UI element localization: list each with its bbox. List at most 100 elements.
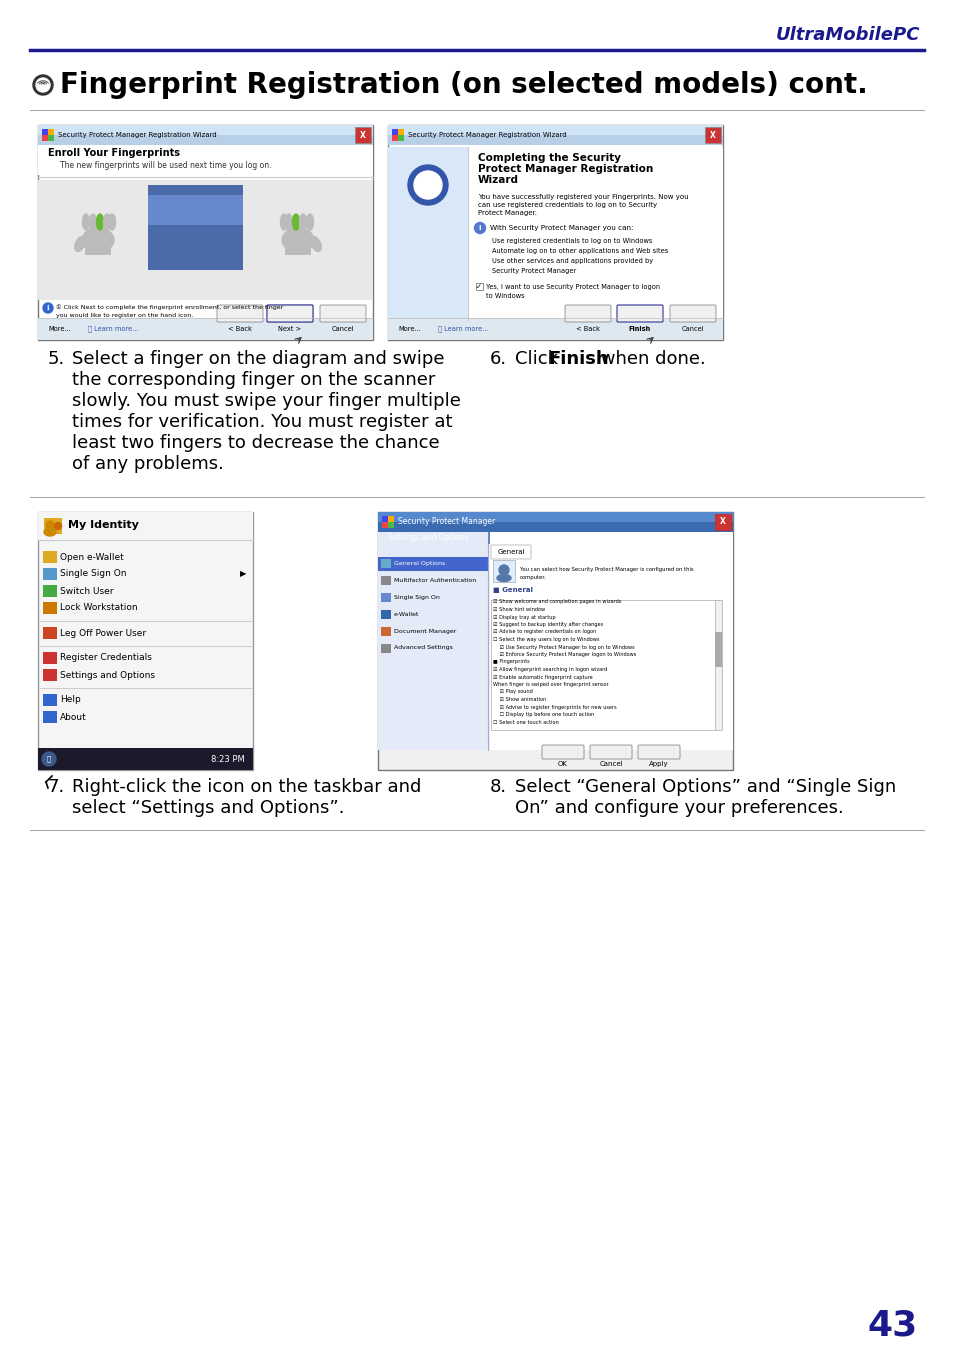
Bar: [493, 561, 515, 582]
Text: Fingerprint Registration (on selected models) cont.: Fingerprint Registration (on selected mo…: [60, 70, 867, 99]
Text: of any problems.: of any problems.: [71, 455, 224, 473]
Circle shape: [43, 303, 53, 313]
Text: ⓘ Learn more...: ⓘ Learn more...: [88, 326, 138, 332]
Text: More...: More...: [48, 326, 71, 332]
Bar: [380, 645, 391, 653]
Text: Protect Manager Registration: Protect Manager Registration: [477, 164, 653, 175]
Text: Finish: Finish: [628, 326, 651, 332]
Text: Security Protect Manager Registration Wizard: Security Protect Manager Registration Wi…: [408, 131, 566, 138]
Text: ☑ Suggest to backup identity after changes: ☑ Suggest to backup identity after chang…: [493, 621, 602, 627]
Text: Settings and Options: Settings and Options: [388, 533, 468, 543]
Text: My Identity: My Identity: [68, 520, 139, 529]
Bar: [377, 512, 732, 532]
Text: Single Sign On: Single Sign On: [394, 594, 439, 600]
Ellipse shape: [285, 214, 293, 230]
Text: times for verification. You must register at: times for verification. You must registe…: [71, 413, 452, 431]
Bar: [38, 180, 373, 301]
Text: Next >: Next >: [278, 326, 301, 332]
Text: ☐ Select the way users log on to Windows: ☐ Select the way users log on to Windows: [493, 636, 598, 642]
Text: Finish: Finish: [547, 349, 608, 368]
Bar: [470, 148, 722, 320]
Bar: [148, 185, 243, 269]
Text: Click: Click: [515, 349, 563, 368]
Bar: [38, 145, 373, 175]
Bar: [381, 523, 388, 528]
Bar: [43, 669, 57, 681]
Bar: [388, 516, 394, 523]
Text: ⓘ Learn more...: ⓘ Learn more...: [437, 326, 488, 332]
Circle shape: [33, 74, 53, 95]
Text: Single Sign On: Single Sign On: [60, 570, 127, 578]
Text: ■ General: ■ General: [493, 588, 533, 593]
Text: slowly. You must swipe your finger multiple: slowly. You must swipe your finger multi…: [71, 393, 460, 410]
Bar: [38, 512, 253, 770]
Text: X: X: [709, 130, 715, 139]
Text: You have successfully registered your Fingerprints. Now you: You have successfully registered your Fi…: [477, 194, 688, 200]
FancyBboxPatch shape: [216, 305, 263, 322]
Text: Select “General Options” and “Single Sign: Select “General Options” and “Single Sig…: [515, 779, 895, 796]
Text: < Back: < Back: [576, 326, 599, 332]
Text: ☑ Advise to register credentials on logon: ☑ Advise to register credentials on logo…: [493, 630, 596, 635]
Circle shape: [474, 222, 485, 233]
Bar: [38, 512, 253, 540]
Text: Protect Manager.: Protect Manager.: [477, 210, 537, 217]
Bar: [38, 125, 373, 340]
Text: Cancel: Cancel: [681, 326, 703, 332]
Bar: [388, 148, 468, 320]
Bar: [43, 585, 57, 597]
Text: On” and configure your preferences.: On” and configure your preferences.: [515, 799, 842, 816]
Bar: [380, 627, 391, 636]
Text: Switch User: Switch User: [60, 586, 113, 596]
Bar: [43, 711, 57, 723]
Text: General Options: General Options: [575, 533, 637, 543]
Bar: [48, 129, 54, 135]
Text: ☑ Display tray at startup: ☑ Display tray at startup: [493, 615, 555, 620]
Text: 5.: 5.: [48, 349, 65, 368]
FancyBboxPatch shape: [564, 305, 610, 322]
Ellipse shape: [96, 214, 103, 230]
Text: ☑ Show welcome and completion pages in wizards: ☑ Show welcome and completion pages in w…: [493, 600, 620, 604]
Text: Document Manager: Document Manager: [394, 628, 456, 634]
Text: 8.: 8.: [490, 779, 507, 796]
Bar: [388, 125, 722, 135]
Text: ☑ Advise to register fingerprints for new users: ☑ Advise to register fingerprints for ne…: [493, 704, 616, 709]
Bar: [392, 135, 397, 141]
Bar: [388, 125, 722, 340]
Text: You can select how Security Protect Manager is configured on this: You can select how Security Protect Mana…: [519, 567, 693, 573]
Text: ① Click Next to complete the fingerprint enrollment, or select the finger: ① Click Next to complete the fingerprint…: [56, 305, 283, 310]
Text: ☑ Play sound: ☑ Play sound: [493, 689, 532, 695]
Bar: [377, 512, 732, 523]
Ellipse shape: [311, 237, 321, 252]
Text: With Security Protect Manager you can:: With Security Protect Manager you can:: [490, 225, 633, 232]
Bar: [42, 129, 48, 135]
Ellipse shape: [109, 214, 115, 230]
Ellipse shape: [280, 214, 287, 230]
FancyBboxPatch shape: [319, 305, 366, 322]
Text: ☑ Show hint window: ☑ Show hint window: [493, 607, 544, 612]
Circle shape: [42, 751, 56, 766]
FancyBboxPatch shape: [638, 745, 679, 760]
Text: ℹ: ℹ: [47, 305, 50, 311]
Text: Leg Off Power User: Leg Off Power User: [60, 628, 146, 638]
Circle shape: [46, 521, 54, 529]
Ellipse shape: [293, 214, 299, 230]
Bar: [490, 532, 732, 750]
Text: About: About: [60, 712, 87, 722]
Bar: [380, 559, 391, 567]
Text: Advanced Settings: Advanced Settings: [394, 646, 453, 650]
Bar: [42, 135, 48, 141]
Text: Wizard: Wizard: [477, 175, 518, 185]
Bar: [38, 747, 253, 770]
Bar: [355, 127, 371, 144]
Text: ☑ Enforce Security Protect Manager logon to Windows: ☑ Enforce Security Protect Manager logon…: [493, 653, 636, 657]
Text: General Options: General Options: [394, 561, 445, 566]
Text: ☐ Select one touch action: ☐ Select one touch action: [493, 719, 558, 724]
Text: Lock Workstation: Lock Workstation: [60, 604, 137, 612]
Text: e-Wallet: e-Wallet: [394, 612, 419, 616]
Text: ⓘ: ⓘ: [47, 756, 51, 762]
Bar: [85, 240, 111, 255]
Ellipse shape: [90, 214, 96, 230]
Text: ▶: ▶: [239, 570, 246, 578]
Text: X: X: [720, 517, 725, 527]
Bar: [44, 519, 62, 533]
